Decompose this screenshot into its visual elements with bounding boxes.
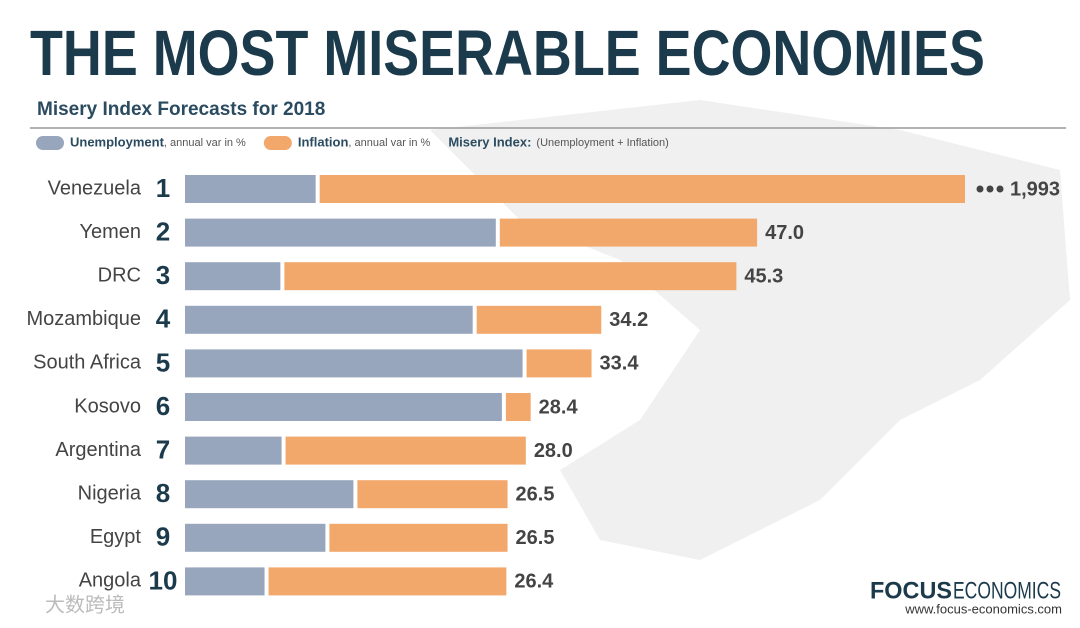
bar-segment	[319, 175, 965, 203]
rank-label: 10	[149, 565, 178, 595]
watermark: 大数跨境	[45, 593, 125, 616]
category-label: South Africa	[33, 352, 142, 374]
category-label: Nigeria	[78, 482, 142, 504]
bar-segment	[357, 480, 508, 509]
category-label: Argentina	[55, 439, 141, 461]
bar-segment	[476, 305, 602, 334]
rank-label: 5	[156, 347, 170, 377]
legend-label: Misery Index:	[448, 134, 531, 149]
overflow-dot	[996, 185, 1004, 193]
category-label: Yemen	[79, 221, 141, 243]
legend-swatch	[263, 136, 292, 150]
chart-title: THE MOST MISERABLE ECONOMIES	[30, 17, 985, 89]
legend-label: Inflation	[298, 134, 349, 149]
plot-area	[185, 175, 965, 596]
total-label: 47.0	[765, 222, 804, 244]
overflow-dot	[976, 185, 984, 193]
rank-label: 9	[156, 522, 170, 552]
legend: Unemployment, annual var in % Inflation, …	[36, 134, 669, 150]
bar-segment	[284, 262, 737, 291]
bar-segment	[185, 175, 316, 203]
rank-label: 1	[156, 173, 170, 203]
bar-segment	[505, 393, 531, 421]
total-label: 28.0	[534, 440, 573, 462]
category-label: Angola	[79, 570, 142, 592]
chart-subtitle: Misery Index Forecasts for 2018	[37, 99, 325, 120]
bar-segment	[185, 218, 496, 247]
labels: Venezuela 1 1,993 Yemen 2 47.0 DRC 3 45.3 Mozambi…	[26, 173, 1060, 595]
rank-label: 4	[156, 304, 171, 334]
rank-label: 7	[156, 434, 170, 464]
bar-segment	[185, 523, 326, 552]
category-label: DRC	[98, 264, 141, 286]
legend-note: , annual var in %	[164, 137, 246, 149]
brand-bold: FOCUS	[870, 577, 952, 604]
legend-note: (Unemployment + Inflation)	[536, 137, 668, 149]
category-label: Venezuela	[48, 177, 142, 199]
legend-note: , annual var in %	[348, 137, 430, 149]
map-background	[430, 100, 1070, 560]
rank-label: 3	[156, 260, 170, 290]
total-label: 26.5	[516, 483, 555, 505]
bar-segment	[185, 567, 265, 596]
total-label: 34.2	[609, 309, 648, 331]
rank-label: 2	[156, 216, 170, 246]
bar-segment	[499, 218, 758, 247]
total-label: 26.4	[514, 571, 554, 593]
total-label: 45.3	[744, 265, 783, 287]
category-label: Egypt	[90, 526, 142, 548]
total-label: 26.5	[516, 527, 555, 549]
overflow-dot	[986, 185, 994, 193]
legend-label: Unemployment	[70, 134, 165, 149]
bar-segment	[185, 305, 473, 334]
bar-segment	[329, 523, 508, 552]
bar-segment	[185, 436, 282, 465]
category-label: Kosovo	[74, 395, 141, 417]
bar-segment	[285, 436, 526, 465]
brand-url: www.focus-economics.com	[904, 601, 1062, 616]
bar-segment	[185, 349, 523, 378]
rank-label: 8	[156, 478, 170, 508]
bar-segment	[268, 567, 507, 596]
bar-segment	[185, 393, 502, 421]
brand-light: ECONOMICS	[953, 577, 1061, 604]
bar-segment	[526, 349, 592, 378]
bar-segment	[185, 480, 354, 509]
bar-segment	[185, 262, 281, 291]
total-label: 1,993	[1010, 178, 1060, 200]
total-label: 28.4	[539, 396, 579, 418]
category-label: Mozambique	[26, 308, 141, 330]
rank-label: 6	[156, 391, 170, 421]
legend-swatch	[36, 136, 64, 150]
total-label: 33.4	[600, 353, 640, 375]
